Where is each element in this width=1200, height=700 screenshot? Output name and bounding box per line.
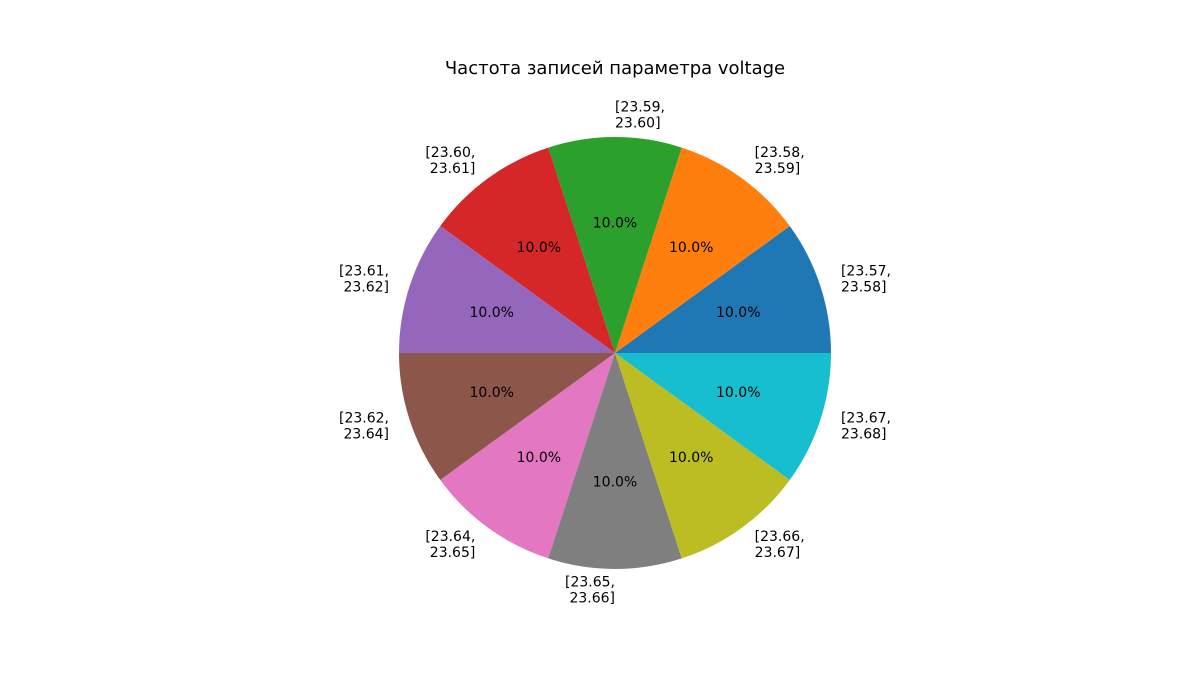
- slice-category-label: [23.61, 23.62]: [339, 264, 389, 296]
- slice-percent-label: 10.0%: [593, 475, 637, 491]
- slice-percent-label: 10.0%: [469, 305, 513, 321]
- pie-slice: [548, 353, 682, 570]
- slice-category-label: [23.57, 23.58]: [841, 264, 891, 296]
- slice-category-label: [23.66, 23.67]: [755, 529, 805, 561]
- pie-slice: [615, 147, 790, 353]
- slice-category-label: [23.64, 23.65]: [425, 529, 475, 561]
- slice-percent-label: 10.0%: [517, 450, 561, 466]
- pie-slice: [615, 353, 790, 559]
- slice-percent-label: 10.0%: [716, 385, 760, 401]
- pie-slice: [440, 147, 615, 353]
- slice-percent-label: 10.0%: [716, 305, 760, 321]
- slice-category-label: [23.59, 23.60]: [615, 99, 665, 131]
- slice-percent-label: 10.0%: [469, 385, 513, 401]
- pie-slice: [399, 353, 615, 480]
- slice-percent-label: 10.0%: [593, 215, 637, 231]
- pie-slice: [615, 353, 831, 480]
- slice-category-label: [23.65, 23.66]: [565, 575, 615, 607]
- slice-category-label: [23.60, 23.61]: [425, 145, 475, 177]
- pie-slice: [615, 226, 831, 353]
- slice-category-label: [23.62, 23.64]: [339, 410, 389, 442]
- slice-category-label: [23.67, 23.68]: [841, 410, 891, 442]
- pie-slice: [548, 136, 682, 353]
- pie-slices: [399, 136, 831, 570]
- slice-category-label: [23.58, 23.59]: [755, 145, 805, 177]
- pie-slice: [440, 353, 615, 559]
- pie-slice: [399, 226, 615, 353]
- slice-percent-label: 10.0%: [669, 240, 713, 256]
- slice-percent-label: 10.0%: [669, 450, 713, 466]
- pie-labels: 10.0% [23.57, 23.58] 10.0% [23.58, 23.59] 10.0…: [339, 99, 891, 606]
- chart-title: Частота записей параметра voltage: [444, 58, 786, 79]
- slice-percent-label: 10.0%: [517, 240, 561, 256]
